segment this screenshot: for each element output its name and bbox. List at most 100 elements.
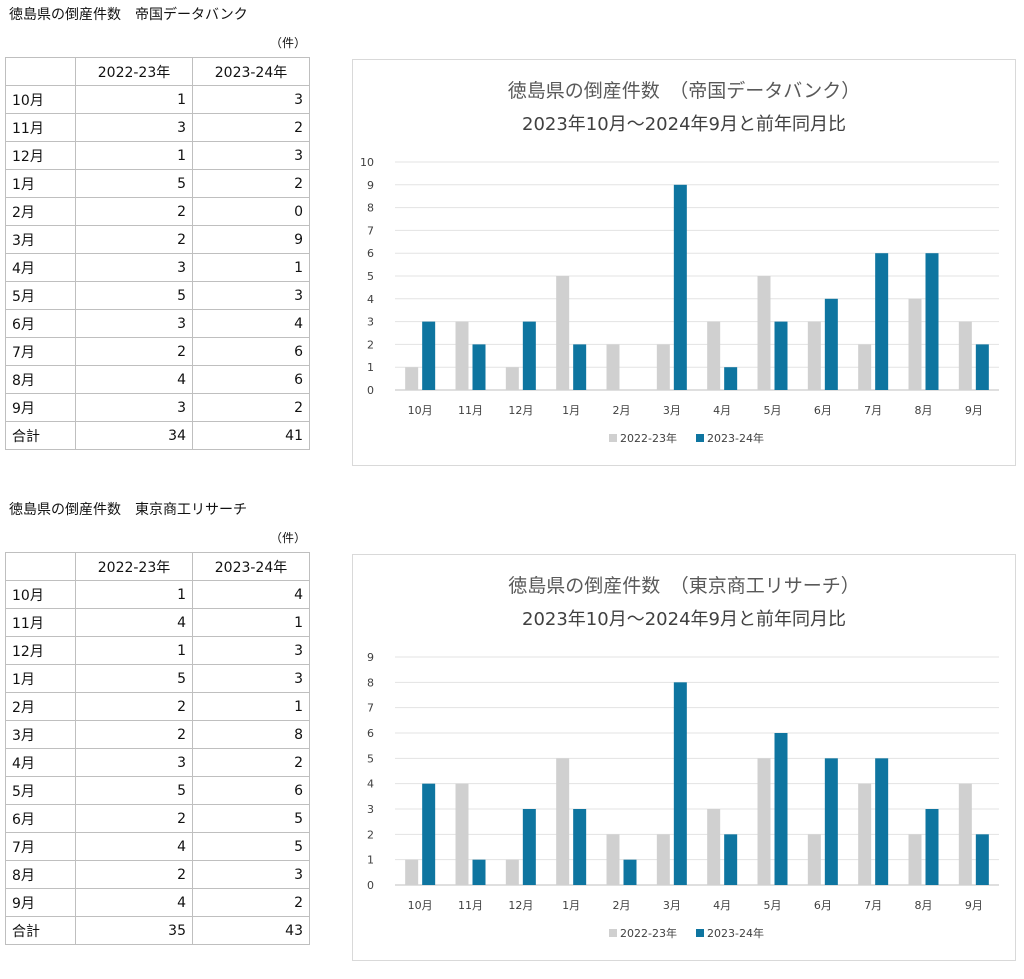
table-row: 10月 1 4 — [5, 580, 310, 609]
y-tick-label: 4 — [367, 293, 374, 306]
x-tick-label: 7月 — [864, 404, 882, 417]
row-label: 10月 — [5, 580, 76, 609]
row-label: 3月 — [5, 720, 76, 749]
row-label: 合計 — [5, 421, 76, 450]
x-tick-label: 6月 — [814, 899, 832, 912]
table-header-row: 2022-23年 2023-24年 — [5, 57, 310, 86]
bar-2023-24年-6月 — [824, 758, 838, 885]
table-cell: 1 — [192, 253, 310, 282]
table-row: 12月 1 3 — [5, 141, 310, 170]
y-tick-label: 8 — [367, 676, 374, 689]
row-label: 1月 — [5, 169, 76, 198]
bar-2023-24年-3月 — [673, 184, 687, 390]
y-tick-label: 2 — [367, 828, 374, 841]
y-tick-label: 1 — [367, 854, 374, 867]
row-label: 3月 — [5, 225, 76, 254]
bar-2022-23年-2月 — [606, 834, 620, 885]
table-cell: 4 — [75, 608, 193, 637]
y-tick-label: 5 — [367, 270, 374, 283]
chart-title: 徳島県の倒産件数 （帝国データバンク） — [507, 80, 861, 102]
bar-2023-24年-11月 — [472, 344, 486, 390]
row-label: 合計 — [5, 916, 76, 945]
y-tick-label: 7 — [367, 702, 374, 715]
table-cell: 3 — [75, 113, 193, 142]
table-row: 4月 3 2 — [5, 748, 310, 777]
legend-swatch — [696, 434, 704, 442]
x-tick-label: 5月 — [764, 899, 782, 912]
row-label: 6月 — [5, 309, 76, 338]
table-row: 8月 2 3 — [5, 860, 310, 889]
bar-2022-23年-7月 — [858, 783, 872, 885]
bar-2022-23年-1月 — [556, 276, 570, 390]
table-row: 2月 2 1 — [5, 692, 310, 721]
y-tick-label: 3 — [367, 803, 374, 816]
y-tick-label: 2 — [367, 338, 374, 351]
table-cell: 2 — [192, 888, 310, 917]
row-label: 5月 — [5, 776, 76, 805]
x-tick-label: 11月 — [458, 899, 483, 912]
table-cell: 6 — [192, 365, 310, 394]
table-cell: 2 — [192, 113, 310, 142]
section-heading: 徳島県の倒産件数 東京商工リサーチ — [9, 502, 247, 518]
table-cell: 4 — [75, 832, 193, 861]
x-tick-label: 6月 — [814, 404, 832, 417]
table-cell: 6 — [192, 776, 310, 805]
bar-2022-23年-9月 — [958, 783, 972, 885]
table-cell: 34 — [75, 421, 193, 450]
table-cell: 4 — [75, 888, 193, 917]
table-cell: 43 — [192, 916, 310, 945]
x-tick-label: 2月 — [613, 899, 631, 912]
column-header — [5, 552, 76, 581]
chart-title: 徳島県の倒産件数 （東京商工リサーチ） — [508, 575, 860, 597]
bar-2023-24年-6月 — [824, 298, 838, 390]
y-tick-label: 5 — [367, 752, 374, 765]
column-header: 2023-24年 — [192, 552, 310, 581]
row-label: 7月 — [5, 337, 76, 366]
table-cell: 5 — [75, 169, 193, 198]
table-row: 7月 2 6 — [5, 337, 310, 366]
x-tick-label: 10月 — [408, 404, 433, 417]
bar-2022-23年-4月 — [707, 809, 721, 885]
section-tsr: 徳島県の倒産件数 東京商工リサーチ （件） 2022-23年 2023-24年 10… — [0, 495, 1024, 979]
y-tick-label: 7 — [367, 224, 374, 237]
bar-2023-24年-12月 — [522, 809, 536, 885]
x-tick-label: 1月 — [562, 404, 580, 417]
table-cell: 0 — [192, 197, 310, 226]
bar-2022-23年-9月 — [958, 321, 972, 390]
y-tick-label: 0 — [367, 384, 374, 397]
table-header-row: 2022-23年 2023-24年 — [5, 552, 310, 581]
row-label: 10月 — [5, 85, 76, 114]
chart-plot: 0 1 2 3 4 5 6 7 8 9 10 10月 11月 12月 1月 2月 3月 4月 5月 6月 7月 8月 9月 2… — [360, 156, 999, 445]
x-tick-label: 11月 — [458, 404, 483, 417]
bar-2023-24年-9月 — [975, 344, 989, 390]
table-cell: 2 — [192, 393, 310, 422]
column-header: 2022-23年 — [75, 552, 193, 581]
table-cell: 2 — [75, 197, 193, 226]
table-cell: 5 — [192, 804, 310, 833]
table-cell: 5 — [192, 832, 310, 861]
bar-2022-23年-10月 — [405, 859, 419, 885]
bar-2022-23年-8月 — [908, 298, 922, 390]
bar-2023-24年-3月 — [673, 682, 687, 885]
table-cell: 5 — [75, 281, 193, 310]
table-row: 5月 5 3 — [5, 281, 310, 310]
legend-swatch — [609, 434, 617, 442]
legend-label: 2023-24年 — [707, 431, 764, 445]
bar-2023-24年-5月 — [774, 321, 788, 390]
bar-2022-23年-6月 — [807, 321, 821, 390]
y-tick-label: 8 — [367, 202, 374, 215]
table-cell: 3 — [192, 85, 310, 114]
x-tick-label: 9月 — [965, 404, 983, 417]
table-row: 11月 3 2 — [5, 113, 310, 142]
table-cell: 3 — [192, 141, 310, 170]
table-row: 8月 4 6 — [5, 365, 310, 394]
row-label: 5月 — [5, 281, 76, 310]
column-header: 2022-23年 — [75, 57, 193, 86]
column-header: 2023-24年 — [192, 57, 310, 86]
bar-2023-24年-10月 — [422, 783, 436, 885]
table-cell: 1 — [192, 608, 310, 637]
row-label: 4月 — [5, 253, 76, 282]
table-cell: 4 — [75, 365, 193, 394]
table-cell: 1 — [75, 141, 193, 170]
bar-2022-23年-3月 — [656, 344, 670, 390]
